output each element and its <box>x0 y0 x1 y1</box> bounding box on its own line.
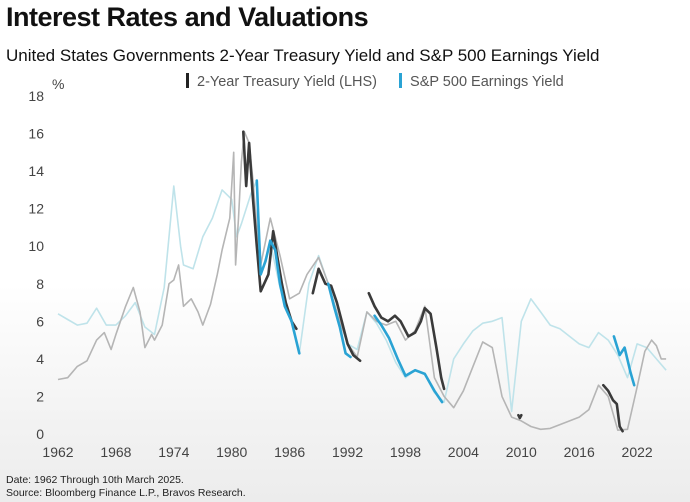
highlight-segment-earnings-yield <box>612 335 636 387</box>
highlight-segment-treasury <box>242 130 298 331</box>
series-line-earnings-yield <box>57 179 667 413</box>
legend-label-earnings-yield: S&P 500 Earnings Yield <box>410 74 564 90</box>
y-tick-label: 2 <box>36 388 44 404</box>
x-axis: 1962 1968 1974 1980 1986 1992 1998 2004 2010 2016… <box>42 444 652 460</box>
x-tick-label: 2010 <box>506 444 537 460</box>
series-layer <box>57 130 667 433</box>
source-note: Source: Bloomberg Finance L.P., Bravos R… <box>6 487 246 499</box>
x-tick-label: 1980 <box>216 444 247 460</box>
y-tick-label: 14 <box>28 163 44 179</box>
y-axis: 0 2 4 6 8 10 12 14 16 18 <box>28 88 44 442</box>
highlight-segment-treasury <box>602 383 624 433</box>
legend-label-treasury: 2-Year Treasury Yield (LHS) <box>197 74 377 90</box>
y-tick-label: 10 <box>28 238 44 254</box>
y-tick-label: 18 <box>28 88 44 104</box>
x-tick-label: 1968 <box>100 444 131 460</box>
y-tick-label: 0 <box>36 426 44 442</box>
x-tick-label: 1974 <box>158 444 189 460</box>
legend-item-earnings-yield: S&P 500 Earnings Yield <box>399 73 564 90</box>
y-tick-label: 6 <box>36 313 44 329</box>
highlight-segment-treasury <box>517 413 523 420</box>
y-tick-label: 4 <box>36 351 44 367</box>
legend-item-treasury: 2-Year Treasury Yield (LHS) <box>186 73 377 90</box>
x-tick-label: 2016 <box>564 444 595 460</box>
x-tick-label: 1986 <box>274 444 305 460</box>
chart-legend: 2-Year Treasury Yield (LHS) S&P 500 Earn… <box>186 73 582 90</box>
background-gradient <box>0 285 690 502</box>
date-note: Date: 1962 Through 10th March 2025. <box>6 474 184 486</box>
x-tick-label: 1992 <box>332 444 363 460</box>
chart-subtitle: United States Governments 2-Year Treasur… <box>6 46 600 65</box>
x-tick-label: 1962 <box>42 444 73 460</box>
chart-footer: Date: 1962 Through 10th March 2025. Sour… <box>6 474 246 500</box>
highlight-segment-earnings-yield <box>327 282 352 359</box>
highlight-segment-earnings-yield <box>373 314 444 404</box>
highlight-segment-earnings-yield <box>255 179 301 355</box>
highlight-segment-treasury <box>311 267 362 363</box>
x-tick-label: 2004 <box>448 444 479 460</box>
x-tick-label: 1998 <box>390 444 421 460</box>
y-tick-label: 8 <box>36 276 44 292</box>
x-tick-label: 2022 <box>622 444 653 460</box>
series-line-treasury-yield <box>57 130 667 431</box>
chart-title: Interest Rates and Valuations <box>6 2 369 32</box>
legend-swatch-earnings-yield <box>399 73 403 88</box>
highlight-segment-treasury <box>367 291 446 391</box>
y-tick-label: 16 <box>28 126 44 142</box>
y-tick-label: 12 <box>28 201 44 217</box>
y-axis-label: % <box>52 76 64 92</box>
legend-swatch-treasury <box>186 73 189 88</box>
